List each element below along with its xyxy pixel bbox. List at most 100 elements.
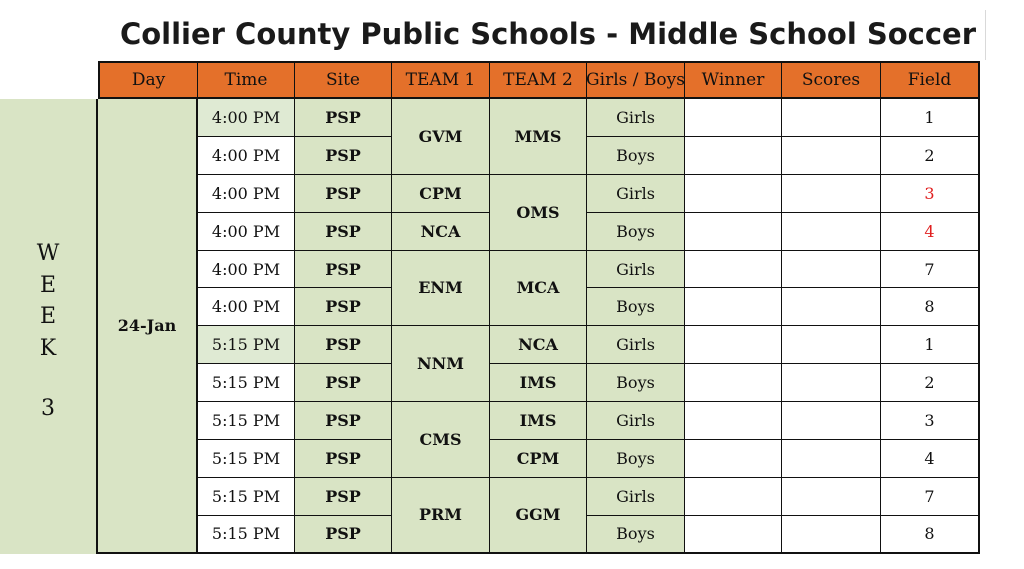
team1-cell: NNM xyxy=(392,326,490,403)
team2-cell: IMS xyxy=(490,364,587,403)
site-cell: PSP xyxy=(295,136,392,175)
gender-cell: Boys xyxy=(587,440,685,478)
field-cell: 2 xyxy=(881,136,980,175)
site-cell: PSP xyxy=(295,440,392,478)
winner-cell xyxy=(685,99,782,137)
field-cell: 4 xyxy=(881,212,980,251)
site-cell: PSP xyxy=(295,250,392,289)
scores-cell xyxy=(782,440,881,478)
time-cell: 4:00 PM xyxy=(198,174,295,213)
winner-cell xyxy=(685,250,782,289)
site-cell: PSP xyxy=(295,515,392,554)
time-cell: 5:15 PM xyxy=(198,477,295,516)
team1-cell: CMS xyxy=(392,402,490,478)
header-field: Field xyxy=(881,61,980,99)
field-cell: 7 xyxy=(881,477,980,516)
winner-cell xyxy=(685,212,782,251)
scores-cell xyxy=(782,477,881,516)
scores-cell xyxy=(782,212,881,251)
header-site: Site xyxy=(295,61,392,99)
corner-cell xyxy=(0,61,98,99)
time-cell: 5:15 PM xyxy=(198,326,295,365)
field-cell: 3 xyxy=(881,402,980,441)
page-title: Collier County Public Schools - Middle S… xyxy=(119,17,977,51)
winner-cell xyxy=(685,136,782,175)
team1-cell: CPM xyxy=(392,174,490,213)
field-cell: 7 xyxy=(881,250,980,289)
site-cell: PSP xyxy=(295,99,392,137)
site-cell: PSP xyxy=(295,212,392,251)
time-cell: 4:00 PM xyxy=(198,250,295,289)
header-scores: Scores xyxy=(782,61,881,99)
time-cell: 4:00 PM xyxy=(198,99,295,137)
site-cell: PSP xyxy=(295,364,392,403)
team1-cell: PRM xyxy=(392,477,490,554)
time-cell: 5:15 PM xyxy=(198,515,295,554)
field-cell: 3 xyxy=(881,174,980,213)
time-cell: 4:00 PM xyxy=(198,212,295,251)
week-letter: W xyxy=(36,240,60,266)
gender-cell: Girls xyxy=(587,174,685,213)
scores-cell xyxy=(782,99,881,137)
scores-cell xyxy=(782,288,881,327)
scores-cell xyxy=(782,250,881,289)
week-letter: E xyxy=(39,304,57,330)
gender-cell: Girls xyxy=(587,326,685,365)
gender-cell: Girls xyxy=(587,402,685,441)
gender-cell: Boys xyxy=(587,288,685,327)
site-cell: PSP xyxy=(295,288,392,327)
winner-cell xyxy=(685,364,782,403)
team1-cell: GVM xyxy=(392,99,490,175)
team2-cell: NCA xyxy=(490,326,587,365)
gender-cell: Boys xyxy=(587,136,685,175)
week-number: 3 xyxy=(41,396,55,422)
gender-cell: Girls xyxy=(587,250,685,289)
site-cell: PSP xyxy=(295,326,392,365)
winner-cell xyxy=(685,174,782,213)
field-cell: 2 xyxy=(881,364,980,403)
team2-cell: OMS xyxy=(490,174,587,251)
site-cell: PSP xyxy=(295,402,392,441)
team2-cell: IMS xyxy=(490,402,587,441)
scores-cell xyxy=(782,515,881,554)
winner-cell xyxy=(685,515,782,554)
title-divider xyxy=(985,10,986,60)
time-cell: 4:00 PM xyxy=(198,288,295,327)
header-time: Time xyxy=(198,61,295,99)
time-cell: 5:15 PM xyxy=(198,402,295,441)
scores-cell xyxy=(782,364,881,403)
time-cell: 5:15 PM xyxy=(198,440,295,478)
week-label: W E E K 3 xyxy=(0,99,98,554)
time-cell: 4:00 PM xyxy=(198,136,295,175)
gender-cell: Girls xyxy=(587,99,685,137)
time-cell: 5:15 PM xyxy=(198,364,295,403)
week-letter: E xyxy=(39,272,57,298)
gender-cell: Boys xyxy=(587,364,685,403)
header-team2: TEAM 2 xyxy=(490,61,587,99)
header-day: Day xyxy=(98,61,198,99)
schedule-table: Day Time Site TEAM 1 TEAM 2 Girls / Boys… xyxy=(0,61,988,554)
site-cell: PSP xyxy=(295,477,392,516)
field-cell: 8 xyxy=(881,515,980,554)
header-team1: TEAM 1 xyxy=(392,61,490,99)
field-cell: 1 xyxy=(881,326,980,365)
winner-cell xyxy=(685,402,782,441)
team2-cell: GGM xyxy=(490,477,587,554)
field-cell: 4 xyxy=(881,440,980,478)
field-cell: 8 xyxy=(881,288,980,327)
scores-cell xyxy=(782,326,881,365)
gender-cell: Girls xyxy=(587,477,685,516)
winner-cell xyxy=(685,477,782,516)
winner-cell xyxy=(685,440,782,478)
team1-cell: NCA xyxy=(392,212,490,251)
team2-cell: MMS xyxy=(490,99,587,175)
scores-cell xyxy=(782,136,881,175)
scores-cell xyxy=(782,174,881,213)
day-cell: 24-Jan xyxy=(98,99,198,554)
gender-cell: Boys xyxy=(587,515,685,554)
header-winner: Winner xyxy=(685,61,782,99)
team2-cell: CPM xyxy=(490,440,587,478)
team2-cell: MCA xyxy=(490,250,587,327)
header-gender: Girls / Boys xyxy=(586,61,685,99)
field-cell: 1 xyxy=(881,99,980,137)
